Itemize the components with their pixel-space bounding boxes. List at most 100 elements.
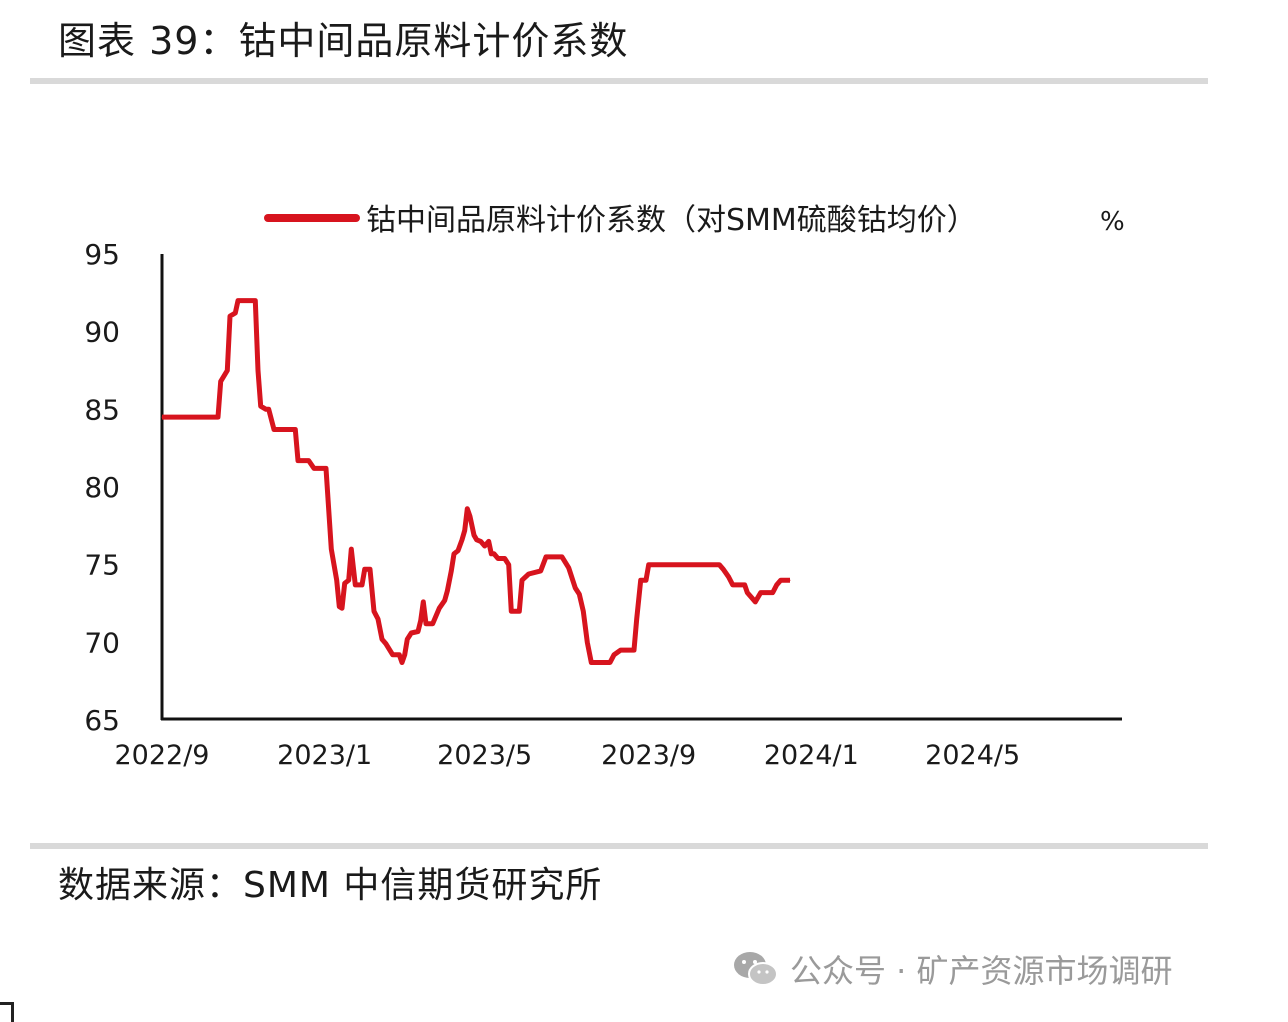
data-point <box>341 607 343 609</box>
data-point <box>772 592 774 594</box>
data-point <box>234 312 236 314</box>
data-point <box>325 467 327 469</box>
y-tick-label: 85 <box>84 393 120 426</box>
x-tick-label: 2024/1 <box>764 740 859 771</box>
data-point <box>260 405 262 407</box>
data-point <box>488 540 490 542</box>
y-tick-label: 70 <box>84 626 120 659</box>
data-point <box>497 558 499 559</box>
data-point <box>348 579 350 581</box>
y-tick-label: 75 <box>84 549 120 582</box>
data-point <box>461 539 463 541</box>
data-point <box>648 564 650 566</box>
data-point <box>752 598 754 600</box>
x-tick-label: 2023/1 <box>277 740 372 771</box>
unit-label: % <box>1100 207 1125 237</box>
data-point <box>294 429 296 430</box>
data-point <box>640 579 642 581</box>
data-point <box>469 516 471 517</box>
data-point <box>722 568 724 570</box>
data-point <box>273 429 275 430</box>
y-axis-tick-labels: 95 90 85 80 75 70 65 <box>84 238 120 737</box>
y-tick-label: 65 <box>84 704 120 737</box>
series-points <box>161 300 791 663</box>
bottom-divider <box>30 843 1208 849</box>
data-point <box>620 649 622 651</box>
data-point <box>466 508 468 510</box>
data-point <box>438 607 440 609</box>
data-point <box>450 570 452 572</box>
data-point <box>732 584 734 586</box>
data-point <box>582 610 584 612</box>
data-point <box>226 370 228 371</box>
legend-label: 钴中间品原料计价系数（对SMM硫酸钴均价） <box>366 203 977 238</box>
data-point <box>609 662 611 663</box>
data-point <box>425 623 427 625</box>
data-point <box>404 654 406 656</box>
data-point <box>464 530 466 531</box>
data-point <box>288 429 290 430</box>
data-point <box>364 568 366 570</box>
data-point <box>297 460 299 462</box>
x-axis-tick-labels: 2022/9 2023/1 2023/5 2023/9 2024/1 2024/5 <box>115 740 1021 771</box>
series-line-cobalt-coefficient <box>162 298 790 665</box>
data-point <box>718 564 720 566</box>
data-point <box>490 553 492 555</box>
data-point <box>237 300 239 302</box>
data-point <box>444 599 446 601</box>
legend: 钴中间品原料计价系数（对SMM硫酸钴均价） % <box>264 203 1125 238</box>
data-point <box>578 593 580 595</box>
data-point <box>268 408 270 410</box>
data-point <box>381 638 383 640</box>
y-tick-label: 90 <box>84 316 120 349</box>
data-point <box>422 601 424 603</box>
data-point <box>457 550 459 552</box>
data-point <box>338 606 340 608</box>
data-point <box>504 558 506 559</box>
data-point <box>361 584 363 586</box>
data-point <box>265 408 267 410</box>
data-point <box>633 649 635 651</box>
data-point <box>508 564 510 566</box>
data-point <box>373 610 375 612</box>
data-point <box>432 623 434 625</box>
data-point <box>645 579 647 581</box>
data-point <box>401 662 403 663</box>
data-point <box>333 564 335 566</box>
data-point <box>377 618 379 620</box>
top-divider <box>30 78 1208 84</box>
data-point <box>540 570 542 572</box>
data-point <box>484 545 486 547</box>
data-point <box>313 467 315 469</box>
data-point <box>780 579 782 581</box>
data-point <box>473 534 475 536</box>
data-point <box>321 467 323 469</box>
data-point <box>586 641 588 643</box>
data-point <box>392 654 394 656</box>
data-point <box>744 584 746 586</box>
data-point <box>308 460 310 462</box>
x-tick-label: 2023/5 <box>437 740 532 771</box>
data-point <box>545 556 547 558</box>
data-point <box>590 662 592 663</box>
source-note: 数据来源：SMM 中信期货研究所 <box>58 865 603 906</box>
data-point <box>754 601 756 603</box>
data-point <box>521 579 523 581</box>
data-point <box>760 592 762 594</box>
data-point <box>518 610 520 612</box>
data-point <box>398 654 400 656</box>
data-point <box>410 632 412 634</box>
data-point <box>493 553 495 555</box>
data-point <box>561 556 563 558</box>
data-point <box>453 553 455 555</box>
corner-mark <box>0 1002 14 1022</box>
data-point <box>746 592 748 594</box>
data-point <box>476 539 478 541</box>
data-point <box>789 579 791 581</box>
data-point <box>161 416 163 418</box>
data-point <box>446 590 448 592</box>
data-point <box>568 567 570 569</box>
data-point <box>229 315 231 317</box>
data-point <box>254 300 256 302</box>
data-point <box>510 610 512 612</box>
